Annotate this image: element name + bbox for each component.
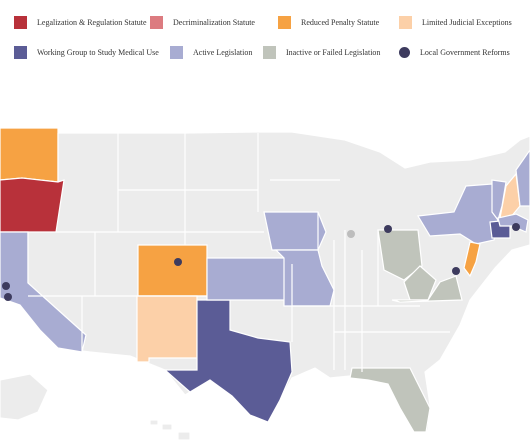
legend-label: Local Government Reforms bbox=[420, 47, 510, 57]
legend-label: Limited Judicial Exceptions bbox=[422, 17, 512, 27]
state-borders bbox=[27, 133, 450, 372]
state-florida[interactable] bbox=[349, 367, 431, 433]
state-vermont[interactable] bbox=[491, 179, 507, 222]
legend: Legalization & Regulation Statute Decrim… bbox=[0, 0, 530, 70]
legend-label: Reduced Penalty Statute bbox=[301, 17, 380, 27]
state-new-mexico[interactable] bbox=[136, 295, 198, 363]
legend-label: Inactive or Failed Legislation bbox=[286, 47, 381, 57]
legend-swatch bbox=[14, 46, 27, 59]
state-colorado[interactable] bbox=[137, 244, 208, 297]
state-new-hampshire[interactable] bbox=[499, 172, 521, 219]
legend-swatch bbox=[170, 46, 183, 59]
legend-item: Decriminalization Statute bbox=[150, 16, 255, 29]
hawaii-shape[interactable] bbox=[161, 423, 173, 431]
legend-label: Active Legislation bbox=[193, 47, 253, 57]
legend-swatch bbox=[150, 16, 163, 29]
legend-swatch bbox=[263, 46, 276, 59]
state-virginia[interactable] bbox=[391, 275, 463, 303]
state-iowa[interactable] bbox=[263, 211, 327, 251]
legend-item: Legalization & Regulation Statute bbox=[14, 16, 147, 29]
local-reform-marker[interactable] bbox=[174, 258, 182, 266]
state-new-jersey[interactable] bbox=[463, 241, 481, 278]
legend-item: Inactive or Failed Legislation bbox=[263, 46, 380, 59]
hawaii-shape[interactable] bbox=[177, 431, 191, 441]
state-texas[interactable] bbox=[163, 299, 293, 423]
legend-item: Limited Judicial Exceptions bbox=[399, 16, 512, 29]
alaska-shape[interactable] bbox=[0, 373, 49, 421]
hawaii-shape[interactable] bbox=[149, 419, 159, 426]
state-west-virginia[interactable] bbox=[403, 265, 437, 301]
inactive-city-marker[interactable] bbox=[347, 230, 355, 238]
state-maine[interactable] bbox=[515, 148, 530, 207]
local-reform-marker[interactable] bbox=[2, 282, 10, 290]
state-massachusetts[interactable] bbox=[497, 213, 529, 233]
state-missouri[interactable] bbox=[274, 249, 335, 307]
legend-label: Decriminalization Statute bbox=[173, 17, 255, 27]
legend-label: Working Group to Study Medical Use bbox=[37, 47, 159, 57]
local-reform-marker[interactable] bbox=[384, 225, 392, 233]
legend-item: Local Government Reforms bbox=[399, 47, 510, 58]
legend-item: Working Group to Study Medical Use bbox=[14, 46, 159, 59]
state-kansas[interactable] bbox=[206, 257, 293, 301]
legend-swatch bbox=[399, 47, 410, 58]
local-reform-marker[interactable] bbox=[452, 267, 460, 275]
state-oregon[interactable] bbox=[0, 177, 65, 233]
legend-swatch bbox=[278, 16, 291, 29]
legend-swatch bbox=[399, 16, 412, 29]
legend-swatch bbox=[14, 16, 27, 29]
legend-item: Active Legislation bbox=[170, 46, 252, 59]
legend-item: Reduced Penalty Statute bbox=[278, 16, 379, 29]
local-reform-marker[interactable] bbox=[4, 293, 12, 301]
legend-label: Legalization & Regulation Statute bbox=[37, 17, 147, 27]
local-reform-marker[interactable] bbox=[512, 223, 520, 231]
state-washington[interactable] bbox=[0, 127, 59, 183]
